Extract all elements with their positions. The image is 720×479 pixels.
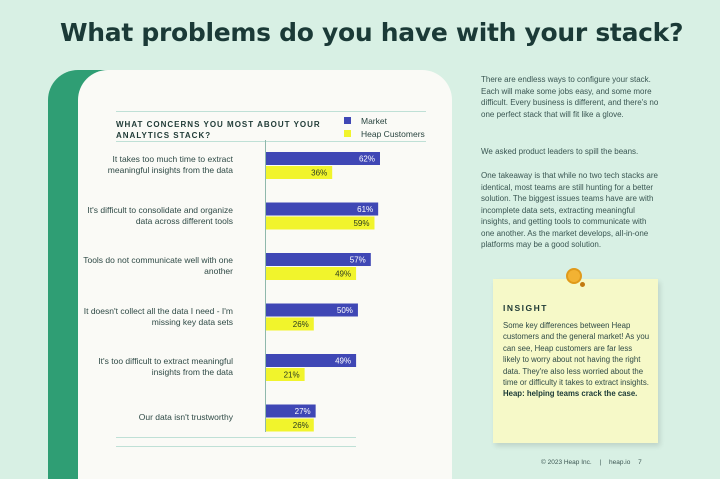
divider-bottom bbox=[116, 437, 356, 438]
category-label: Tools do not communicate well with one a… bbox=[83, 255, 233, 276]
page-title: What problems do you have with your stac… bbox=[60, 18, 684, 47]
sidebar-paragraph-1: There are endless ways to configure your… bbox=[481, 75, 659, 119]
sidebar-paragraph-3: One takeaway is that while no two tech s… bbox=[481, 171, 658, 249]
footer-separator: | bbox=[599, 459, 602, 466]
page-footer: © 2023 Heap Inc. | heap.io 7 bbox=[541, 459, 648, 466]
legend-item-market: Market bbox=[344, 114, 425, 127]
insight-body-text: Some key differences between Heap custom… bbox=[503, 321, 650, 388]
divider-bottom-2 bbox=[116, 446, 356, 447]
footer-site: heap.io bbox=[609, 459, 631, 466]
category-label: It's too difficult to extract meaningful… bbox=[98, 356, 233, 377]
chart-title: WHAT CONCERNS YOU MOST ABOUT YOUR ANALYT… bbox=[116, 120, 321, 140]
divider-top bbox=[116, 111, 426, 112]
legend-item-heap-customers: Heap Customers bbox=[344, 127, 425, 140]
chart-legend: Market Heap Customers bbox=[344, 114, 425, 140]
category-label: Our data isn't trustworthy bbox=[138, 412, 233, 422]
pushpin-needle bbox=[580, 282, 585, 287]
insight-note bbox=[493, 279, 658, 443]
pushpin-icon bbox=[566, 268, 582, 284]
insight-title: INSIGHT bbox=[503, 303, 548, 313]
footer-page-number: 7 bbox=[638, 459, 642, 466]
footer-copyright: © 2023 Heap Inc. bbox=[541, 459, 592, 466]
legend-swatch-market bbox=[344, 117, 351, 124]
divider-header bbox=[116, 141, 426, 142]
sidebar-paragraph-2: We asked product leaders to spill the be… bbox=[481, 147, 639, 156]
insight-highlight: Heap: helping teams crack the case. bbox=[503, 389, 638, 399]
category-label: It takes too much time to extract meanin… bbox=[107, 154, 233, 175]
legend-label-market: Market bbox=[361, 115, 387, 126]
insight-body: Some key differences between Heap custom… bbox=[503, 320, 651, 400]
legend-label-heap-customers: Heap Customers bbox=[361, 128, 425, 139]
category-label: It's difficult to consolidate and organi… bbox=[87, 204, 233, 226]
category-label: It doesn't collect all the data I need -… bbox=[83, 305, 233, 327]
legend-swatch-heap-customers bbox=[344, 130, 351, 137]
chart-axis-line bbox=[265, 140, 266, 432]
